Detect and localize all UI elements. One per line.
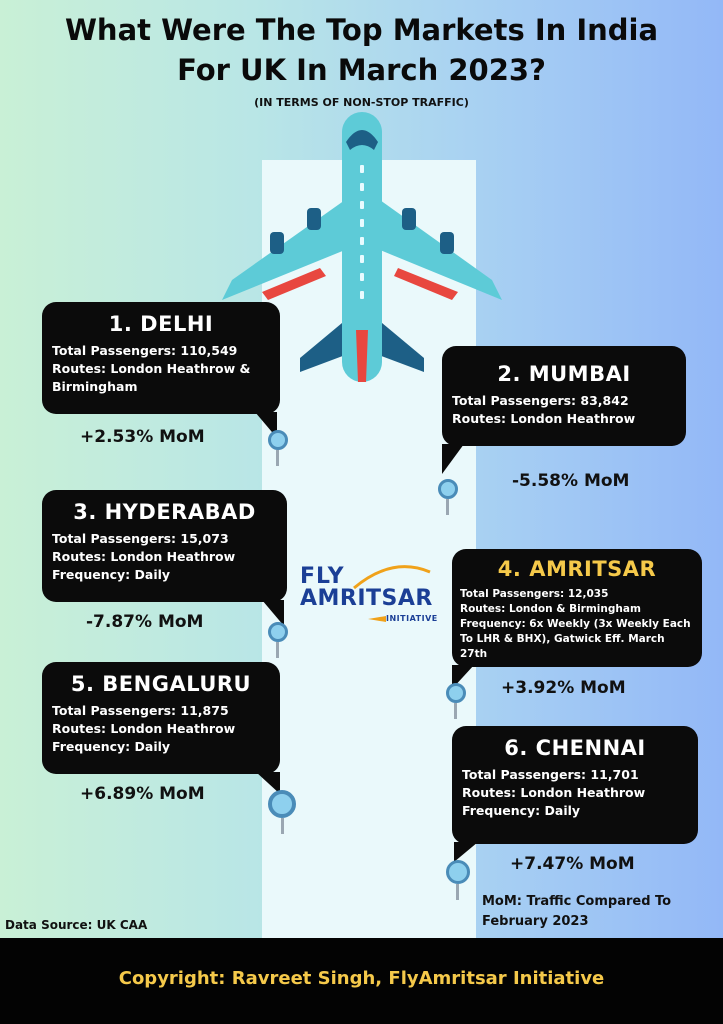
market-detail: Total Passengers: 11,701 bbox=[462, 767, 639, 782]
location-pin-icon bbox=[446, 683, 466, 703]
pin-stem bbox=[276, 450, 279, 466]
market-detail: Frequency: Daily bbox=[52, 739, 171, 754]
market-name: 4. AMRITSAR bbox=[497, 557, 657, 581]
logo-line-1: FLY bbox=[300, 564, 345, 589]
copyright-text: Copyright: Ravreet Singh, FlyAmritsar In… bbox=[118, 968, 605, 989]
mom-note-line-2: February 2023 bbox=[482, 914, 589, 929]
market-detail: Routes: London Heathrow bbox=[462, 785, 646, 800]
market-detail: Total Passengers: 11,875 bbox=[52, 703, 229, 718]
market-card-amritsar: 4. AMRITSAR Total Passengers: 12,035 Rou… bbox=[452, 549, 702, 667]
location-pin-icon bbox=[268, 430, 288, 450]
market-mom: -5.58% MoM bbox=[512, 471, 630, 491]
market-name: 6. CHENNAI bbox=[504, 736, 646, 760]
market-name: 2. MUMBAI bbox=[497, 362, 631, 386]
market-card-mumbai: 2. MUMBAI Total Passengers: 83,842 Route… bbox=[442, 346, 686, 446]
speech-tail bbox=[256, 772, 280, 794]
pin-stem bbox=[276, 642, 279, 658]
mom-note-line-1: MoM: Traffic Compared To bbox=[482, 894, 672, 909]
market-mom: +3.92% MoM bbox=[501, 678, 626, 698]
location-pin-icon bbox=[438, 479, 458, 499]
market-mom: +6.89% MoM bbox=[80, 784, 205, 804]
market-detail: Birmingham bbox=[52, 379, 138, 394]
speech-tail bbox=[262, 600, 284, 626]
logo-line-2: AMRITSAR bbox=[300, 586, 433, 611]
market-name: 1. DELHI bbox=[108, 312, 214, 336]
footer-bar: Copyright: Ravreet Singh, FlyAmritsar In… bbox=[0, 938, 723, 1024]
market-mom: +7.47% MoM bbox=[510, 854, 635, 874]
location-pin-icon bbox=[268, 790, 296, 818]
market-card-chennai: 6. CHENNAI Total Passengers: 11,701 Rout… bbox=[452, 726, 698, 844]
pin-stem bbox=[454, 703, 457, 719]
pin-stem bbox=[446, 499, 449, 515]
market-detail: Total Passengers: 12,035 bbox=[460, 588, 609, 600]
market-detail: Routes: London & Birmingham bbox=[460, 603, 641, 615]
pin-stem bbox=[456, 884, 459, 900]
page-subtitle: (IN TERMS OF NON-STOP TRAFFIC) bbox=[254, 96, 469, 109]
title-line-1: What Were The Top Markets In India bbox=[64, 13, 659, 47]
market-detail: Routes: London Heathrow bbox=[452, 411, 636, 426]
flyamritsar-logo: FLY AMRITSAR INITIATIVE bbox=[300, 564, 450, 623]
market-card-hyderabad: 3. HYDERABAD Total Passengers: 15,073 Ro… bbox=[42, 490, 287, 602]
market-mom: +2.53% MoM bbox=[80, 427, 205, 447]
market-detail: Routes: London Heathrow & bbox=[52, 361, 251, 376]
location-pin-icon bbox=[446, 860, 470, 884]
market-detail: Routes: London Heathrow bbox=[52, 721, 236, 736]
data-source: Data Source: UK CAA bbox=[5, 918, 148, 932]
logo-line-3: INITIATIVE bbox=[386, 614, 438, 623]
swoosh-icon bbox=[353, 565, 431, 590]
market-name: 5. BENGALURU bbox=[70, 672, 252, 696]
page-title: What Were The Top Markets In India For U… bbox=[0, 10, 723, 90]
market-detail: To LHR & BHX), Gatwick Eff. March 27th bbox=[460, 633, 665, 660]
market-detail: Total Passengers: 110,549 bbox=[52, 343, 238, 358]
market-detail: Frequency: Daily bbox=[462, 803, 581, 818]
market-detail: Frequency: 6x Weekly (3x Weekly Each bbox=[460, 618, 691, 630]
pin-stem bbox=[281, 818, 284, 834]
speech-tail bbox=[454, 842, 478, 862]
market-mom: -7.87% MoM bbox=[86, 612, 204, 632]
speech-tail bbox=[442, 444, 464, 474]
airplane-icon bbox=[222, 112, 502, 382]
market-detail: Frequency: Daily bbox=[52, 567, 171, 582]
title-line-2: For UK In March 2023? bbox=[177, 53, 546, 87]
market-name: 3. HYDERABAD bbox=[73, 500, 256, 524]
small-plane-icon bbox=[368, 616, 386, 622]
mom-note: MoM: Traffic Compared To February 2023 bbox=[482, 892, 712, 932]
market-card-bengaluru: 5. BENGALURU Total Passengers: 11,875 Ro… bbox=[42, 662, 280, 774]
market-detail: Routes: London Heathrow bbox=[52, 549, 236, 564]
market-card-delhi: 1. DELHI Total Passengers: 110,549 Route… bbox=[42, 302, 280, 414]
location-pin-icon bbox=[268, 622, 288, 642]
market-detail: Total Passengers: 83,842 bbox=[452, 393, 629, 408]
market-detail: Total Passengers: 15,073 bbox=[52, 531, 229, 546]
